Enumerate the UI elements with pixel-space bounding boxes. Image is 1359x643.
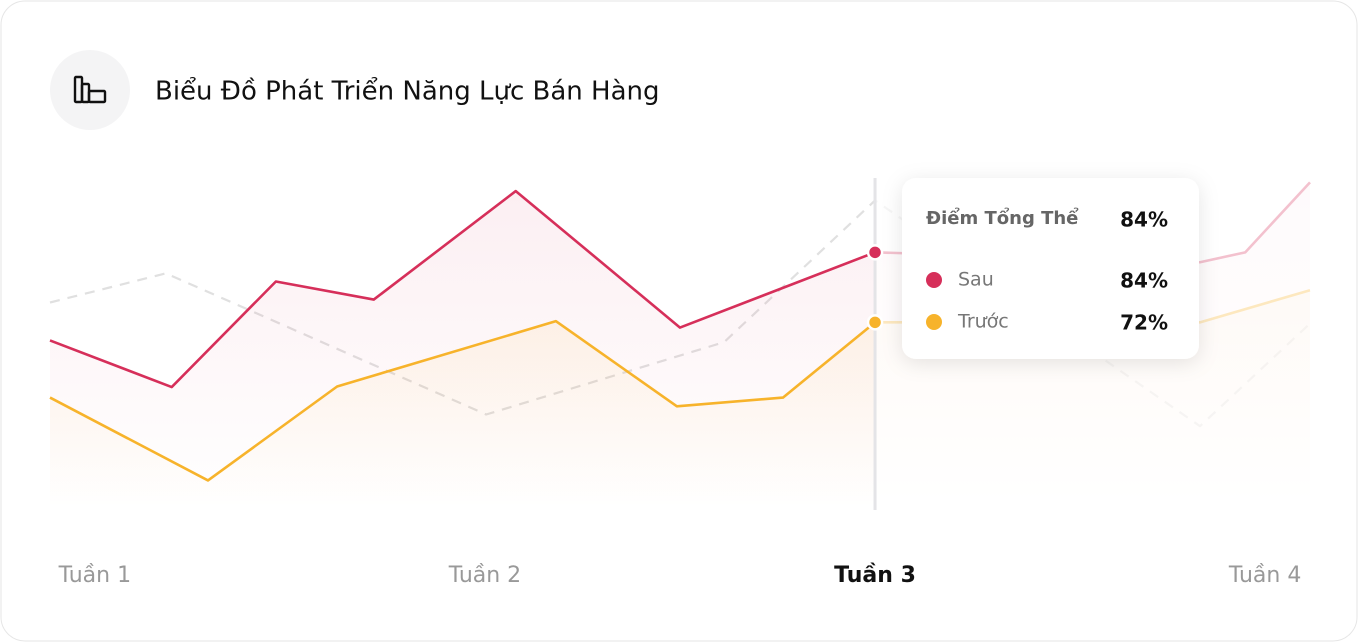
tooltip-total: 84% (1120, 208, 1168, 232)
tooltip-value: 72% (1120, 311, 1168, 335)
x-tick-label: Tuần 1 (58, 563, 131, 588)
tooltip-title: Điểm Tổng Thể (926, 207, 1079, 229)
tooltip-box (902, 178, 1199, 359)
legend-label: Trước (957, 311, 1009, 333)
chart-title: Biểu Đồ Phát Triển Năng Lực Bán Hàng (155, 76, 660, 107)
x-tick-label: Tuần 2 (448, 563, 521, 588)
legend-dot (926, 314, 942, 330)
hover-point (866, 314, 884, 331)
tooltip: Điểm Tổng Thể 84% Sau 84% Trước 72% (902, 178, 1199, 359)
x-tick-label: Tuần 4 (1228, 563, 1301, 588)
x-tick-label: Tuần 3 (834, 563, 916, 588)
chart-icon (73, 75, 107, 104)
tooltip-value: 84% (1120, 269, 1168, 293)
hover-point (866, 244, 884, 261)
legend-label: Sau (958, 269, 994, 291)
legend-dot (926, 272, 942, 288)
